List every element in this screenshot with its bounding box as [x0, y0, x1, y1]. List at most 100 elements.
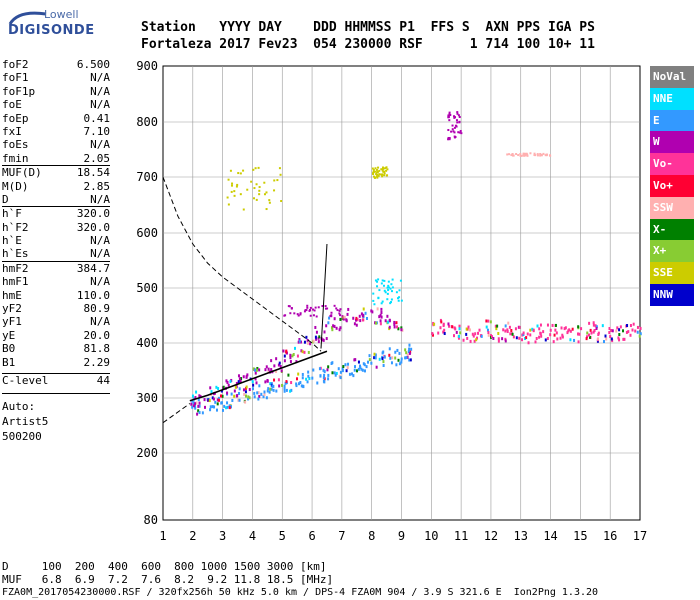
echo-point [242, 388, 245, 392]
echo-point [250, 180, 253, 183]
x-tick-label: 13 [514, 529, 528, 543]
echo-point [242, 375, 245, 379]
echo-point [458, 120, 461, 123]
param-row: yF2 80.9 [2, 302, 110, 315]
echo-point [299, 381, 302, 385]
echo-point [515, 153, 518, 156]
echo-point [455, 119, 458, 122]
echo-point [269, 382, 272, 386]
echo-point [457, 114, 460, 117]
echo-point [356, 318, 359, 322]
echo-point [306, 380, 309, 384]
legend-item-ssw: SSW [650, 196, 694, 219]
x-tick-label: 12 [484, 529, 498, 543]
echo-point [389, 302, 392, 305]
echo-point [408, 347, 411, 351]
echo-point [359, 319, 362, 323]
param-row: foF1 N/A [2, 71, 110, 84]
echo-point [400, 357, 403, 361]
echo-point [251, 380, 254, 384]
echo-point [263, 181, 266, 184]
echo-point [453, 116, 456, 119]
echo-point [252, 367, 255, 371]
echo-point [596, 339, 599, 343]
echo-point [292, 353, 295, 357]
param-value: N/A [90, 247, 110, 261]
echo-point [517, 154, 520, 157]
echo-point [447, 136, 450, 139]
echo-point [567, 329, 570, 333]
echo-point [223, 404, 226, 408]
echo-point [329, 314, 332, 317]
param-name: h`E [2, 234, 22, 248]
echo-point [372, 173, 375, 176]
echo-point [258, 394, 261, 398]
echo-point [469, 339, 472, 343]
echo-point [301, 376, 304, 380]
echo-point [213, 405, 216, 409]
echo-point [433, 322, 436, 326]
param-value: N/A [90, 192, 110, 206]
echo-point [372, 299, 375, 302]
echo-point [226, 405, 229, 409]
echo-point [301, 372, 304, 376]
echo-point [254, 167, 257, 170]
echo-point [443, 328, 446, 332]
echo-point [253, 395, 256, 399]
param-value: 0.41 [83, 111, 111, 125]
echo-point [577, 332, 580, 336]
x-tick-label: 6 [308, 529, 315, 543]
echo-point [529, 333, 532, 337]
echo-point [273, 189, 276, 192]
echo-point [386, 314, 389, 318]
param-value: N/A [90, 234, 110, 248]
echo-point [589, 328, 592, 332]
echo-point [194, 402, 197, 406]
echo-point [273, 179, 276, 182]
echo-point [361, 318, 364, 322]
param-value: 2.85 [83, 179, 111, 193]
echo-point [639, 326, 642, 330]
echo-point [345, 369, 348, 373]
echo-point [373, 352, 376, 356]
legend-item-sse: SSE [650, 262, 694, 284]
echo-point [191, 394, 194, 398]
echo-point [306, 338, 309, 342]
echo-point [603, 340, 606, 344]
echo-point [496, 324, 499, 328]
echo-point [203, 405, 206, 409]
echo-point [278, 384, 281, 388]
profile-tail [320, 243, 328, 349]
echo-point [370, 309, 373, 313]
echo-point [554, 328, 557, 332]
echo-point [268, 201, 271, 204]
echo-point [524, 337, 527, 341]
echo-point [376, 280, 379, 283]
echo-point [447, 322, 450, 326]
echo-point [478, 328, 481, 332]
echo-point [312, 314, 315, 317]
echo-point [383, 279, 386, 282]
param-value: 20.0 [83, 328, 111, 342]
echo-point [589, 335, 592, 339]
echo-point [333, 324, 336, 328]
echo-point [194, 396, 197, 400]
echo-point [518, 325, 521, 329]
echo-point [308, 377, 311, 381]
x-tick-label: 7 [338, 529, 345, 543]
echo-point [542, 330, 545, 334]
echo-point [339, 376, 342, 380]
echo-point [258, 193, 261, 196]
echo-point [245, 394, 248, 398]
echo-point [268, 390, 271, 394]
echo-point [247, 395, 250, 399]
echo-point [256, 366, 259, 370]
echo-point [209, 386, 212, 390]
legend-item-vo: Vo+ [650, 174, 694, 197]
echo-point [197, 409, 200, 413]
echo-point [373, 356, 376, 360]
echo-point [314, 306, 317, 309]
echo-point [379, 319, 382, 323]
echo-point [538, 327, 541, 331]
param-value: N/A [90, 315, 110, 329]
